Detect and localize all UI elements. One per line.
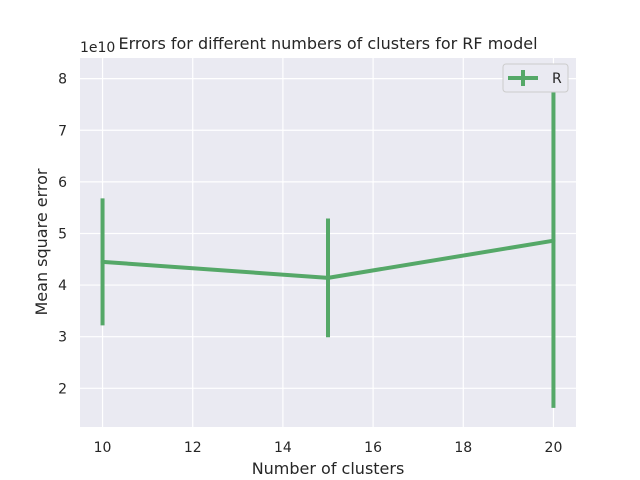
x-tick-label: 18: [454, 440, 472, 456]
y-tick-label: 7: [58, 123, 67, 139]
y-tick-label: 8: [58, 72, 67, 88]
x-tick-labels: 10 12 14 16 18 20: [94, 440, 563, 456]
y-offset-text: 1e10: [80, 40, 115, 56]
x-tick-label: 14: [274, 440, 292, 456]
y-tick-label: 6: [58, 175, 67, 191]
y-tick-label: 5: [58, 226, 67, 242]
y-tick-label: 4: [58, 278, 67, 294]
legend: R: [502, 63, 569, 93]
data-point: [551, 238, 556, 243]
y-axis-label: Mean square error: [32, 168, 51, 315]
x-tick-label: 10: [94, 440, 112, 456]
x-tick-label: 20: [545, 440, 563, 456]
x-tick-label: 16: [364, 440, 382, 456]
y-tick-label: 3: [58, 330, 67, 346]
data-point: [326, 275, 330, 280]
x-tick-label: 12: [184, 440, 202, 456]
y-tick-labels: 2 3 4 5 6 7 8: [58, 72, 67, 398]
x-axis-label: Number of clusters: [252, 459, 405, 478]
legend-label: R: [552, 71, 562, 87]
series-layer: [100, 73, 556, 408]
data-point: [100, 259, 105, 264]
chart-title: Errors for different numbers of clusters…: [118, 34, 537, 53]
y-tick-label: 2: [58, 381, 67, 397]
